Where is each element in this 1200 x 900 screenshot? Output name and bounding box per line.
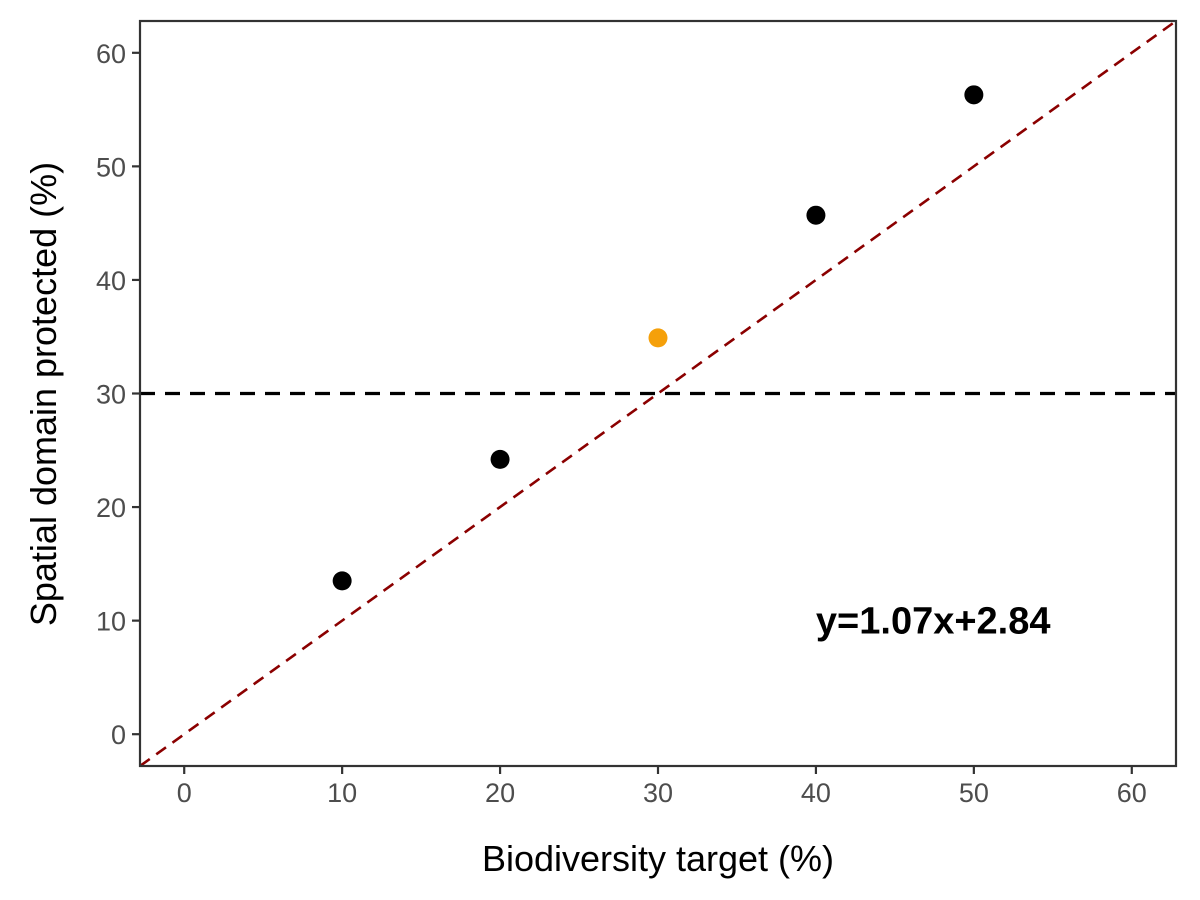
data-points: [332, 85, 984, 591]
y-axis-title: Spatial domain protected (%): [23, 162, 64, 626]
data-point-3: [648, 328, 668, 348]
data-point-1: [332, 571, 352, 591]
x-tick-label: 10: [327, 778, 357, 808]
x-tick-label: 0: [177, 778, 192, 808]
y-tick-label: 40: [96, 266, 126, 296]
x-tick-label: 60: [1117, 778, 1147, 808]
y-tick-label: 50: [96, 152, 126, 182]
data-point-5: [964, 85, 984, 105]
identity-reference-line: [140, 21, 1176, 766]
y-tick-label: 30: [96, 380, 126, 410]
x-tick-label: 30: [643, 778, 673, 808]
data-point-4: [806, 205, 826, 225]
x-tick-label: 20: [485, 778, 515, 808]
x-axis: 0 10 20 30 40 50 60: [177, 766, 1147, 808]
x-tick-label: 50: [959, 778, 989, 808]
plot-area: y=1.07x+2.84: [138, 19, 1178, 768]
x-axis-title: Biodiversity target (%): [482, 838, 834, 879]
data-point-2: [490, 449, 510, 469]
reference-lines: [140, 21, 1176, 766]
y-tick-label: 0: [111, 720, 126, 750]
y-tick-label: 10: [96, 607, 126, 637]
x-tick-label: 40: [801, 778, 831, 808]
y-axis: 0 10 20 30 40 50 60: [96, 39, 140, 750]
regression-equation-label: y=1.07x+2.84: [816, 601, 1051, 643]
y-tick-label: 60: [96, 39, 126, 69]
y-tick-label: 20: [96, 493, 126, 523]
